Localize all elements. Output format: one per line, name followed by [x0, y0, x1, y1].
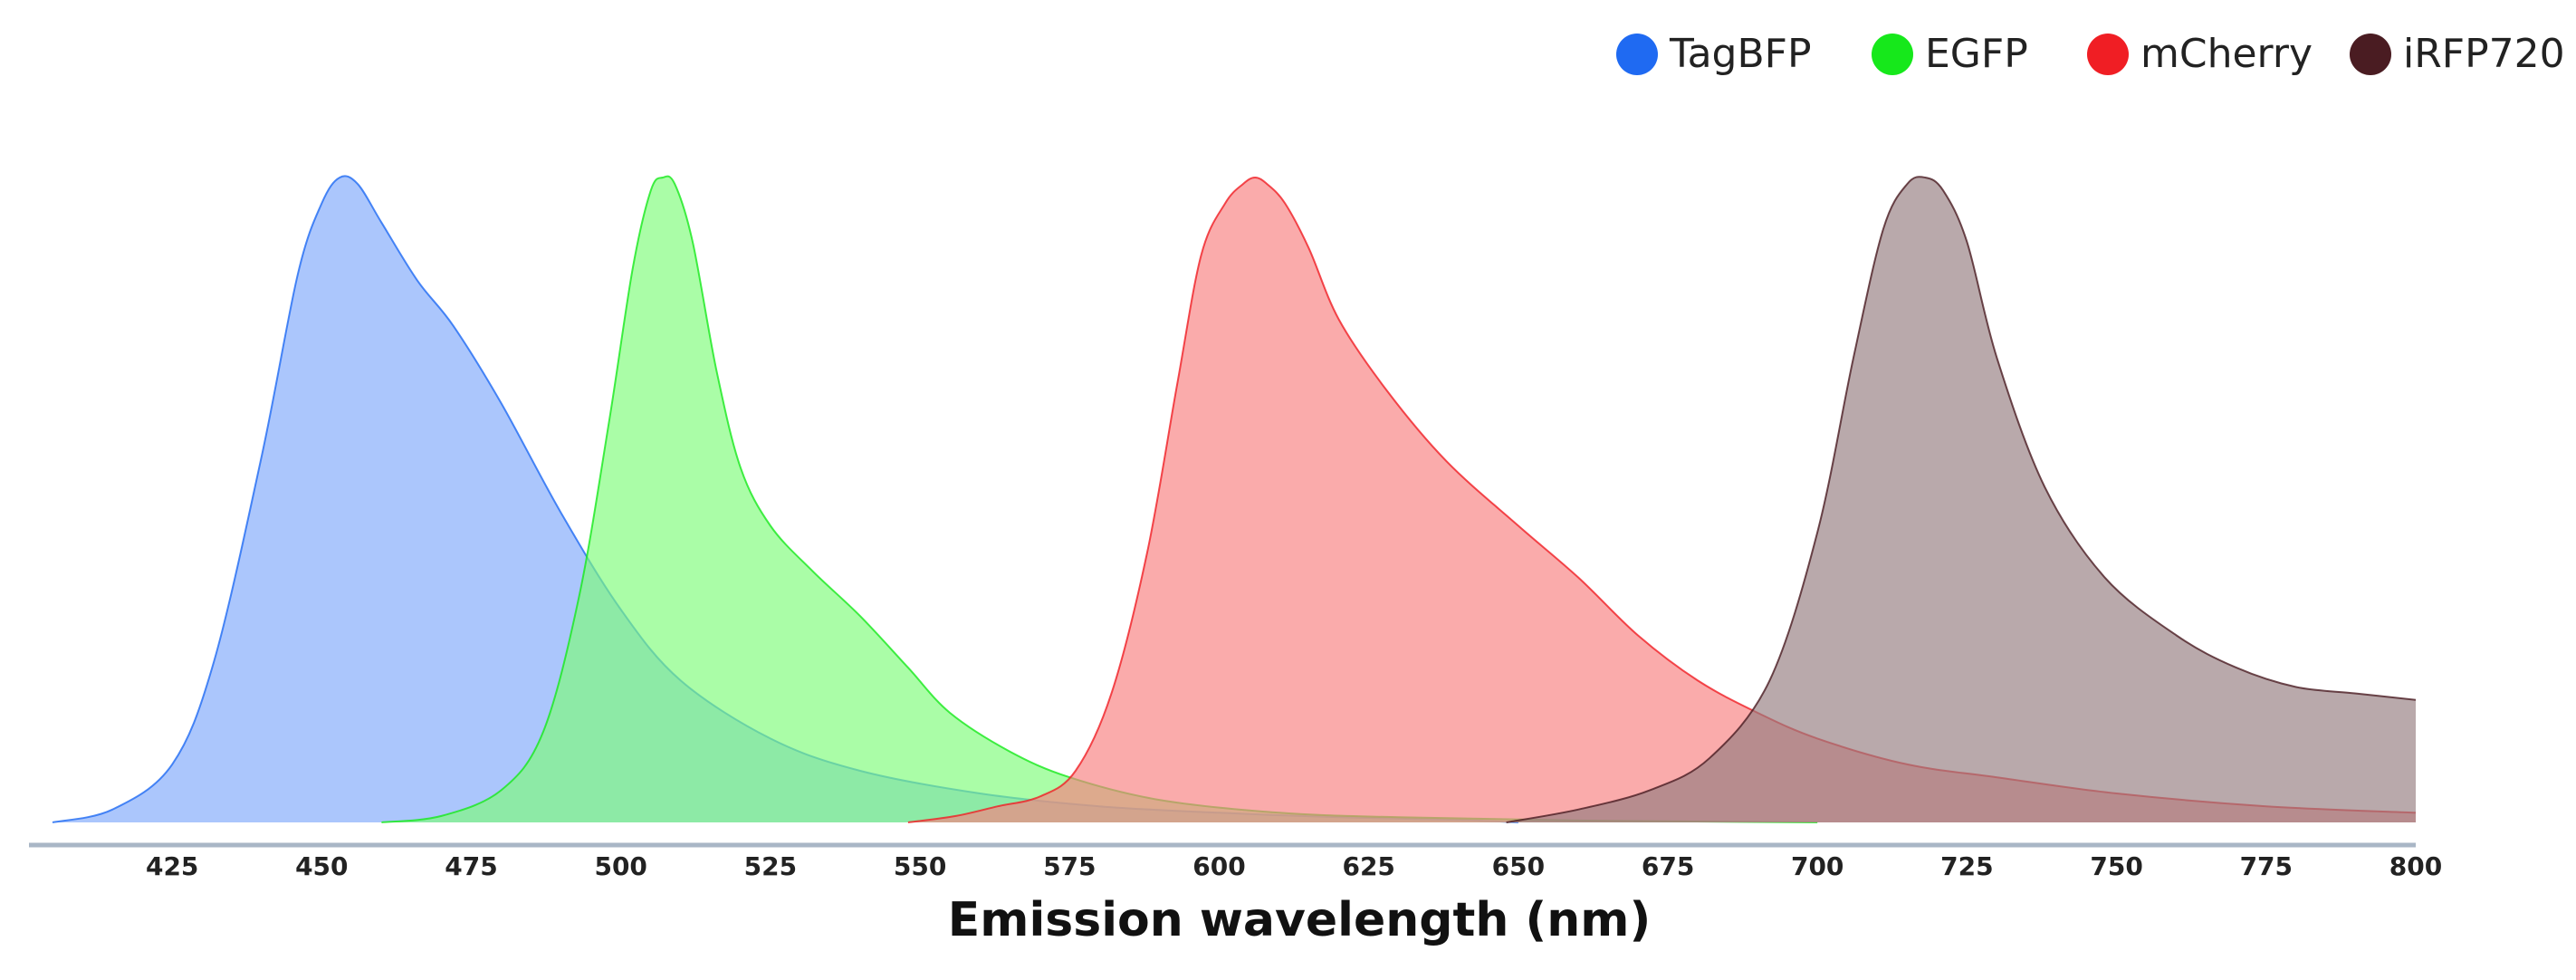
legend-swatch-irfp720 — [2350, 34, 2391, 75]
x-tick-label: 650 — [1492, 851, 1545, 881]
legend-swatch-mcherry — [2087, 34, 2129, 75]
x-tick-label: 675 — [1642, 851, 1694, 881]
legend-swatch-tagbfp — [1616, 34, 1658, 75]
x-tick-label: 600 — [1192, 851, 1245, 881]
spectra-areas — [52, 175, 2417, 823]
area-irfp720 — [1506, 177, 2416, 822]
x-tick-label: 425 — [146, 851, 198, 881]
area-egfp — [381, 176, 1818, 822]
x-tick-label: 625 — [1342, 851, 1394, 881]
x-tick-label: 450 — [295, 851, 348, 881]
x-axis-title: Emission wavelength (nm) — [948, 893, 1651, 947]
legend-label-tagbfp: TagBFP — [1669, 31, 1812, 77]
x-tick-label: 575 — [1043, 851, 1096, 881]
legend-label-egfp: EGFP — [1925, 31, 2028, 77]
x-tick-labels: 425 450 475 500 525 550 575 600 625 650 675 700 725 7… — [146, 851, 2442, 881]
x-tick-label: 500 — [594, 851, 646, 881]
x-tick-label: 750 — [2090, 851, 2142, 881]
line-irfp720 — [1506, 176, 2417, 823]
x-tick-label: 700 — [1791, 851, 1843, 881]
area-tagbfp — [53, 176, 1518, 822]
legend-label-mcherry: mCherry — [2140, 31, 2313, 77]
x-tick-label: 525 — [744, 851, 797, 881]
x-tick-label: 550 — [894, 851, 946, 881]
x-tick-label: 725 — [1940, 851, 1993, 881]
legend: TagBFP EGFP mCherry iRFP720 — [1616, 31, 2565, 77]
area-mcherry — [907, 178, 2416, 822]
x-tick-label: 800 — [2389, 851, 2442, 881]
x-tick-label: 775 — [2240, 851, 2293, 881]
legend-label-irfp720: iRFP720 — [2403, 31, 2565, 77]
legend-swatch-egfp — [1872, 34, 1913, 75]
x-tick-label: 475 — [445, 851, 497, 881]
